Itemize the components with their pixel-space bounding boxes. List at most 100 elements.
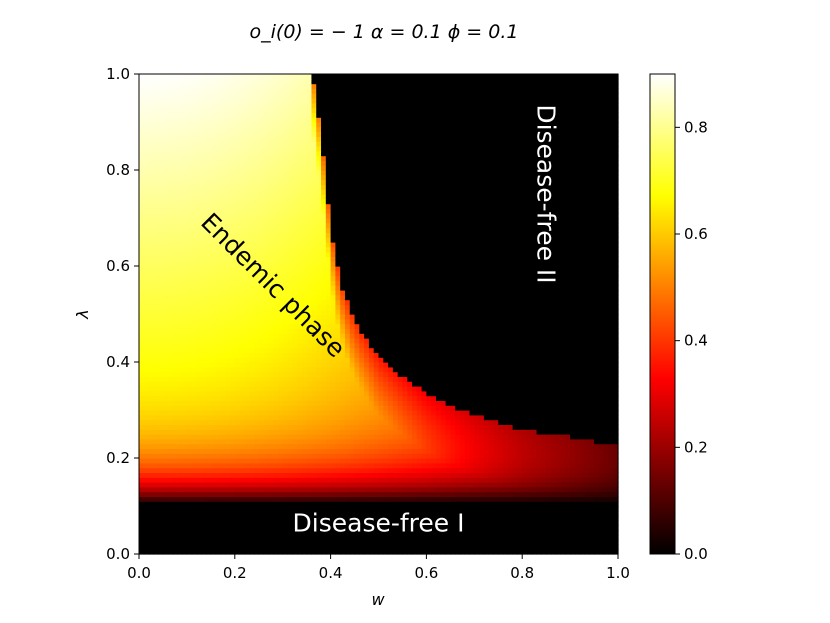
heatmap-cell [158,314,164,320]
heatmap-cell [191,520,198,526]
heatmap-cell [603,405,610,411]
heatmap-cell [507,405,514,411]
heatmap-cell [503,323,509,329]
heatmap-cell [589,400,595,406]
heatmap-cell [541,414,547,421]
heatmap-cell [325,453,332,459]
heatmap-cell [498,530,504,536]
heatmap-cell [311,371,317,377]
heatmap-cell [531,342,538,349]
heatmap-cell [507,414,514,421]
heatmap-cell [455,338,461,344]
heatmap-cell [325,482,332,488]
heatmap-cell [488,395,495,401]
heatmap-cell [206,510,212,517]
heatmap-cell [258,424,265,430]
heatmap-cell [368,458,375,464]
heatmap-cell [479,419,485,425]
heatmap-cell [206,390,212,397]
heatmap-cell [206,448,212,454]
heatmap-cell [301,395,308,401]
heatmap-cell [517,482,523,488]
heatmap-cell [158,458,164,464]
heatmap-cell [249,434,255,440]
heatmap-cell [143,395,150,401]
heatmap-cell [531,501,538,507]
heatmap-cell [349,318,356,325]
heatmap-cell [603,539,610,545]
heatmap-cell [316,448,322,454]
heatmap-cell [258,477,265,483]
heatmap-cell [354,347,360,353]
heatmap-cell [268,453,274,459]
heatmap-cell [335,438,341,445]
heatmap-cell [364,328,370,334]
heatmap-cell [565,395,571,401]
heatmap-cell [206,333,212,339]
heatmap-cell [474,405,480,411]
heatmap-cell [258,386,265,392]
heatmap-cell [244,544,250,550]
heatmap-cell [531,472,538,478]
heatmap-cell [450,539,456,545]
heatmap-cell [589,491,595,497]
heatmap-cell [273,434,279,440]
heatmap-cell [613,448,619,454]
heatmap-cell [579,462,586,469]
heatmap-cell [349,314,356,320]
heatmap-cell [301,462,308,469]
heatmap-cell [148,323,154,329]
heatmap-cell [182,448,188,454]
heatmap-cell [364,429,370,435]
heatmap-cell [373,424,380,430]
heatmap-cell [201,510,207,517]
heatmap-cell [244,525,250,531]
heatmap-cell [153,482,159,488]
heatmap-cell [589,534,595,541]
heatmap-cell [210,453,217,459]
heatmap-cell [225,453,231,459]
heatmap-cell [407,506,413,512]
heatmap-cell [613,395,619,401]
heatmap-cell [560,438,566,445]
heatmap-cell [440,424,447,430]
heatmap-cell [555,314,562,320]
heatmap-cell [512,462,519,469]
heatmap-cell [253,434,260,440]
heatmap-cell [301,496,308,502]
heatmap-cell [503,443,509,449]
heatmap-cell [249,400,255,406]
heatmap-cell [172,491,178,497]
heatmap-cell [531,400,538,406]
heatmap-cell [464,342,471,349]
heatmap-cell [230,544,236,550]
heatmap-cell [325,429,332,435]
heatmap-cell [503,530,509,536]
heatmap-cell [560,525,566,531]
heatmap-cell [354,338,360,344]
heatmap-cell [536,534,542,541]
heatmap-cell [435,472,442,478]
heatmap-cell [172,515,178,521]
heatmap-cell [301,477,308,483]
heatmap-cell [186,314,193,320]
heatmap-cell [598,486,605,493]
heatmap-cell [392,501,399,507]
heatmap-cell [421,357,427,363]
heatmap-cell [589,376,595,382]
heatmap-cell [210,534,217,541]
heatmap-cell [258,496,265,502]
heatmap-cell [306,371,313,377]
heatmap-cell [230,477,236,483]
heatmap-cell [316,323,322,329]
heatmap-cell [455,544,461,550]
heatmap-cell [498,434,504,440]
heatmap-cell [215,338,222,344]
heatmap-cell [469,328,475,334]
heatmap-cell [459,525,466,531]
heatmap-cell [440,352,447,358]
heatmap-cell [306,501,313,507]
heatmap-cell [512,352,519,358]
heatmap-cell [191,357,198,363]
heatmap-cell [287,472,293,478]
